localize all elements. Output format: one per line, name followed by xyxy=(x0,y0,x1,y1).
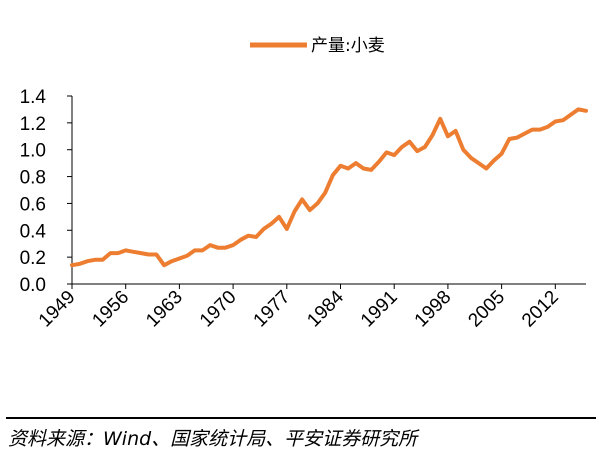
x-tick-label: 1977 xyxy=(250,287,295,332)
y-tick-label: 1.4 xyxy=(20,87,47,108)
x-tick-label: 1984 xyxy=(303,286,348,331)
y-tick-label: 0.2 xyxy=(20,248,46,269)
y-tick-label: 1.2 xyxy=(20,114,46,135)
x-tick-label: 1956 xyxy=(88,287,133,332)
axes xyxy=(71,96,586,285)
y-tick-label: 1.0 xyxy=(20,141,46,162)
y-axis-ticks: 0.0 0.2 0.4 0.6 0.8 1.0 1.2 1.4 xyxy=(20,87,72,296)
source-note: 资料来源：Wind、国家统计局、平安证券研究所 xyxy=(8,428,418,450)
x-tick-label: 2005 xyxy=(464,287,509,332)
y-tick-label: 0.8 xyxy=(20,168,46,189)
legend-label: 产量:小麦 xyxy=(311,36,385,56)
x-tick-label: 1991 xyxy=(357,287,402,332)
y-tick-label: 0.4 xyxy=(20,221,47,242)
x-tick-label: 1963 xyxy=(142,287,187,332)
series-line xyxy=(70,107,588,268)
x-tick-label: 1998 xyxy=(411,287,456,332)
legend: 产量:小麦 xyxy=(250,36,385,56)
x-tick-label: 2012 xyxy=(518,287,563,332)
y-tick-label: 0.6 xyxy=(20,194,46,215)
x-tick-label: 1970 xyxy=(196,287,241,332)
series-layer xyxy=(70,107,588,268)
x-axis-ticks: 1949 1956 1963 1970 1977 1984 1991 1998 2005 2012 xyxy=(35,284,563,331)
y-tick-label: 0.0 xyxy=(20,275,46,296)
source-divider xyxy=(6,417,596,419)
